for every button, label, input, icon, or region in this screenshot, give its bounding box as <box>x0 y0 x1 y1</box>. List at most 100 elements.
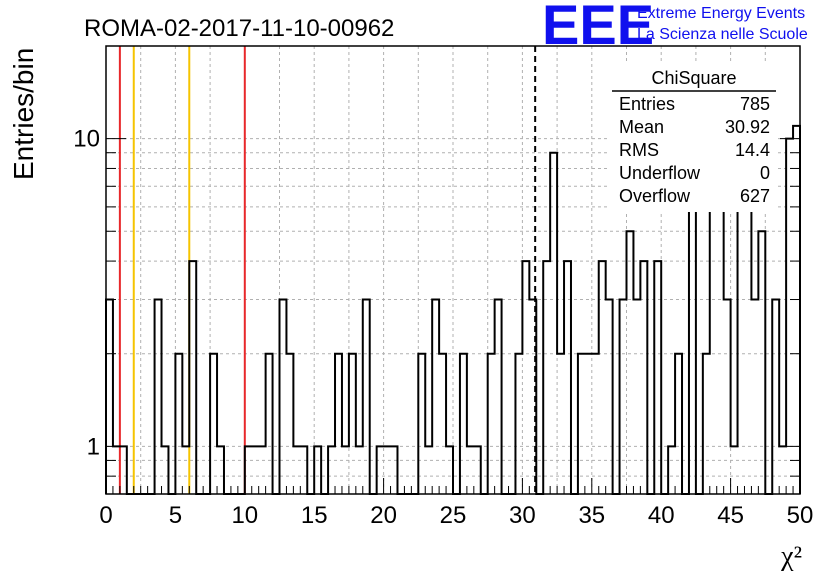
stats-value-mean: 30.92 <box>725 117 770 137</box>
histogram-bin <box>328 446 335 494</box>
histogram-bin <box>418 354 425 494</box>
x-tick-label: 40 <box>648 502 675 529</box>
histogram-bin <box>363 300 370 494</box>
stats-value-overflow: 627 <box>740 186 770 206</box>
histogram-bin <box>654 261 661 494</box>
histogram-bin <box>432 300 439 494</box>
stats-label-rms: RMS <box>619 140 659 160</box>
histogram-bin <box>217 446 224 494</box>
histogram-bin <box>731 446 738 494</box>
histogram-bin <box>210 354 217 494</box>
histogram-bin <box>550 153 557 494</box>
histogram-bin <box>592 354 599 494</box>
histogram-bin <box>425 446 432 494</box>
stats-label-overflow: Overflow <box>619 186 691 206</box>
histogram-bin <box>300 446 307 494</box>
x-tick-label: 10 <box>231 502 258 529</box>
histogram-bin <box>113 446 120 494</box>
histogram-bin <box>391 446 398 494</box>
histogram-bin <box>786 139 793 494</box>
y-tick-label: 10 <box>73 126 100 153</box>
histogram-bin <box>578 354 585 494</box>
histogram-bin <box>495 300 502 494</box>
histogram-bin <box>744 168 751 494</box>
histogram-bin <box>758 231 765 494</box>
stats-value-underflow: 0 <box>760 163 770 183</box>
histogram-bin <box>120 446 127 494</box>
histogram-bin <box>162 446 169 494</box>
histogram-bin <box>266 354 273 494</box>
histogram-bin <box>377 446 384 494</box>
x-tick-label: 25 <box>440 502 467 529</box>
logo-line-2: La Scienza nelle Scuole <box>637 26 808 43</box>
histogram-bin <box>627 231 634 494</box>
histogram-bin <box>675 354 682 494</box>
histogram-bin <box>155 300 162 494</box>
x-axis-label: χ² <box>780 541 802 572</box>
histogram-bin <box>522 261 529 494</box>
x-tick-label: 0 <box>99 502 112 529</box>
histogram-bin <box>689 186 696 494</box>
stats-label-entries: Entries <box>619 94 675 114</box>
stats-label-mean: Mean <box>619 117 664 137</box>
histogram-bin <box>640 261 647 494</box>
histogram-bin <box>460 354 467 494</box>
histogram-bin <box>606 300 613 494</box>
stats-value-entries: 785 <box>740 94 770 114</box>
stats-value-rms: 14.4 <box>735 140 770 160</box>
histogram-bin <box>599 261 606 494</box>
y-tick-label: 1 <box>87 433 100 460</box>
chart-title: ROMA-02-2017-11-10-00962 <box>84 15 394 42</box>
x-tick-label: 35 <box>578 502 605 529</box>
histogram-bin <box>384 446 391 494</box>
histogram-bin <box>439 354 446 494</box>
threshold-markers <box>118 46 537 494</box>
x-tick-label: 15 <box>301 502 328 529</box>
histogram-bin <box>585 354 592 494</box>
x-tick-label: 45 <box>717 502 744 529</box>
eee-logo: EEE Extreme Energy Events La Scienza nel… <box>542 0 808 56</box>
histogram-bin <box>793 126 800 494</box>
histogram-bin <box>633 300 640 494</box>
histogram-bin <box>314 446 321 494</box>
histogram-bin <box>245 446 252 494</box>
histogram-bin <box>751 300 758 494</box>
stats-rows: Entries 785 Mean 30.92 RMS 14.4 Underflow 0 Over… <box>619 94 770 206</box>
histogram-bin <box>280 300 287 494</box>
y-axis-ticks: 1 10 <box>73 45 800 495</box>
stats-box: ChiSquare Entries 785 Mean 30.92 RMS 14.4 Unde… <box>610 64 778 212</box>
histogram-bin <box>175 354 182 494</box>
histogram-bin <box>488 354 495 494</box>
histogram-bin <box>515 354 522 494</box>
histogram-bin <box>446 446 453 494</box>
histogram-bin <box>564 261 571 494</box>
x-tick-label: 20 <box>370 502 397 529</box>
histogram-bin <box>182 446 189 494</box>
stats-box-background <box>610 64 778 212</box>
histogram-bin <box>620 300 627 494</box>
x-tick-label: 5 <box>169 502 182 529</box>
histogram-bin <box>467 446 474 494</box>
histogram-bin <box>772 300 779 494</box>
x-axis-ticks: 0 5 10 15 20 25 30 35 40 45 50 <box>99 478 813 529</box>
histogram-bin <box>349 354 356 494</box>
histogram-bin <box>703 354 710 494</box>
histogram-bin <box>286 354 293 494</box>
histogram-bin <box>106 300 113 494</box>
histogram-bin <box>252 446 259 494</box>
y-axis-label: Entries/bin <box>8 48 39 180</box>
stats-label-underflow: Underflow <box>619 163 701 183</box>
histogram-bin <box>259 446 266 494</box>
x-tick-label: 50 <box>787 502 814 529</box>
histogram-bin <box>474 446 481 494</box>
x-tick-label: 30 <box>509 502 536 529</box>
histogram-bin <box>738 168 745 494</box>
histogram-bin <box>356 446 363 494</box>
logo-line-1: Extreme Energy Events <box>637 5 805 22</box>
histogram-bin <box>724 300 731 494</box>
histogram-bin <box>543 261 550 494</box>
stats-title: ChiSquare <box>651 68 736 88</box>
histogram-bin <box>293 446 300 494</box>
histogram-bin <box>779 446 786 494</box>
